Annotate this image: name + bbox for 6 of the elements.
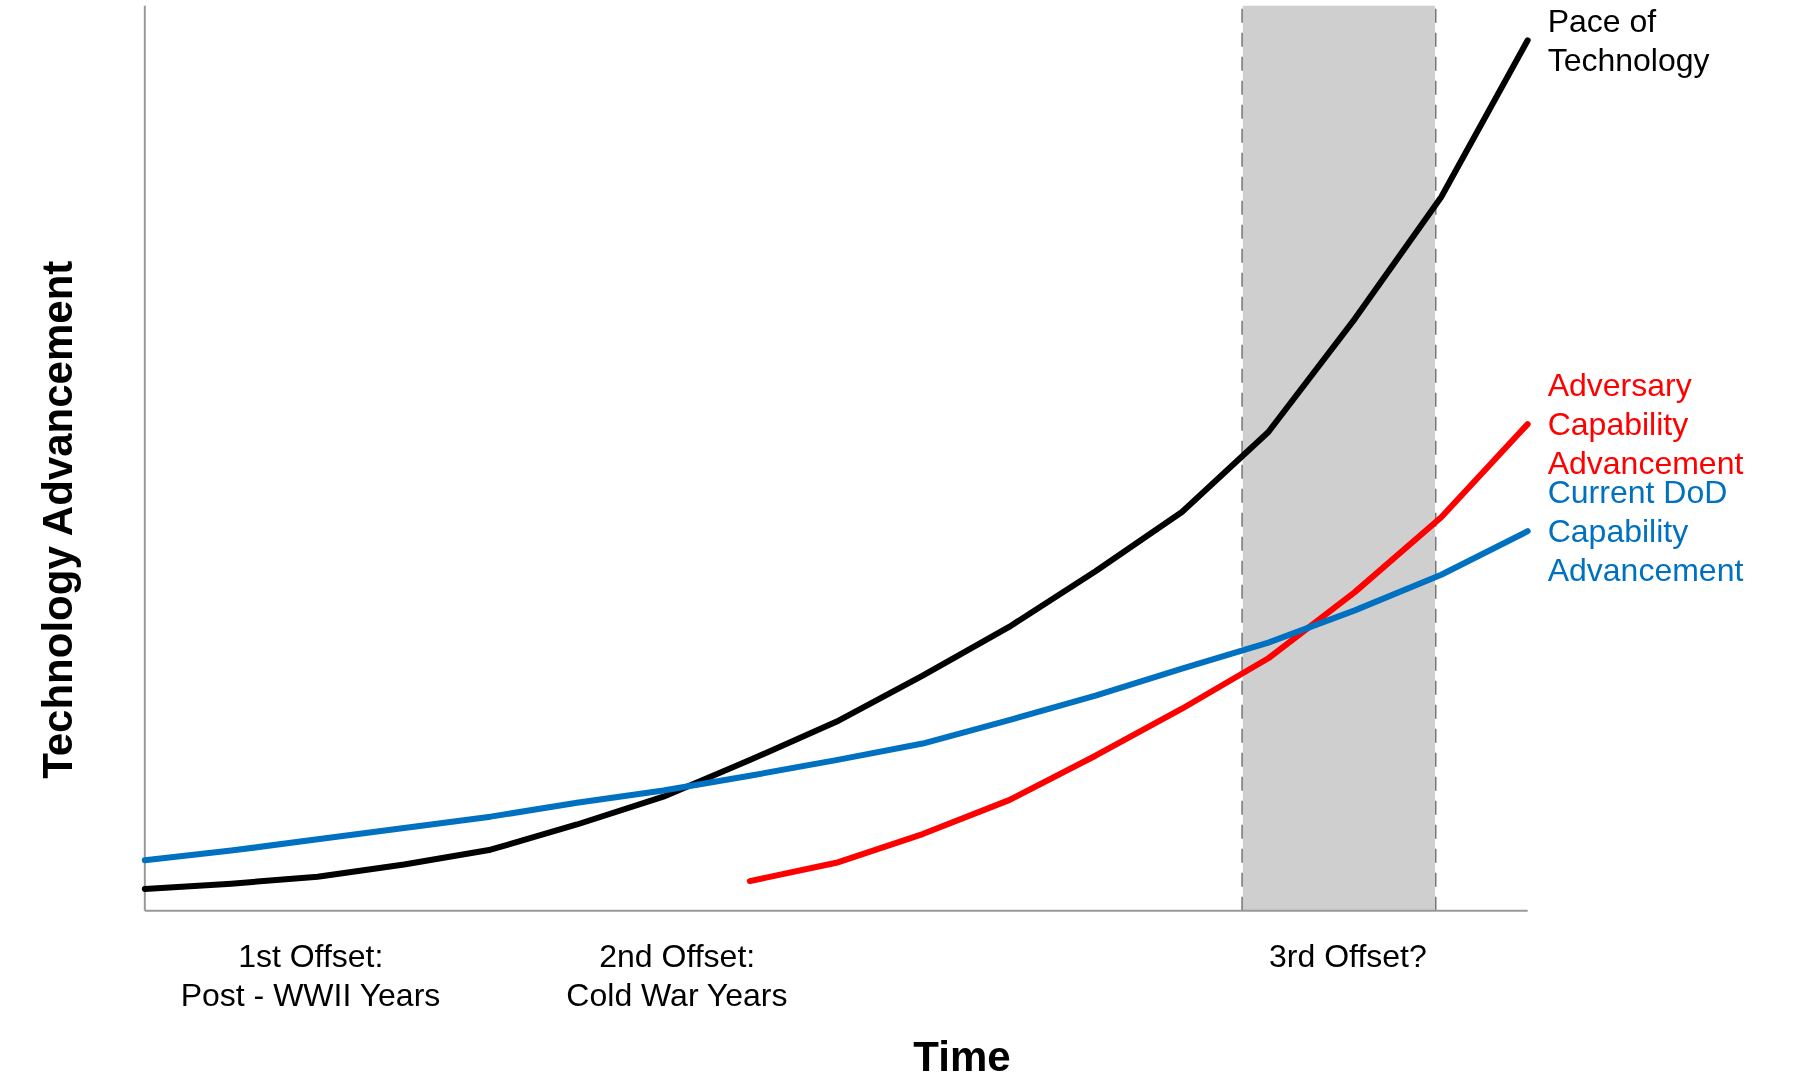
- text: 3rd Offset?: [1269, 937, 1427, 974]
- text: 2nd Offset: Cold War Years: [566, 937, 788, 1013]
- x-axis-title: Time: [913, 1032, 1011, 1080]
- series-label: Pace of Technology: [1547, 2, 1710, 78]
- y-axis-title: Technology Advancement: [33, 260, 81, 779]
- text: 1st Offset: Post - WWII Years: [180, 937, 441, 1013]
